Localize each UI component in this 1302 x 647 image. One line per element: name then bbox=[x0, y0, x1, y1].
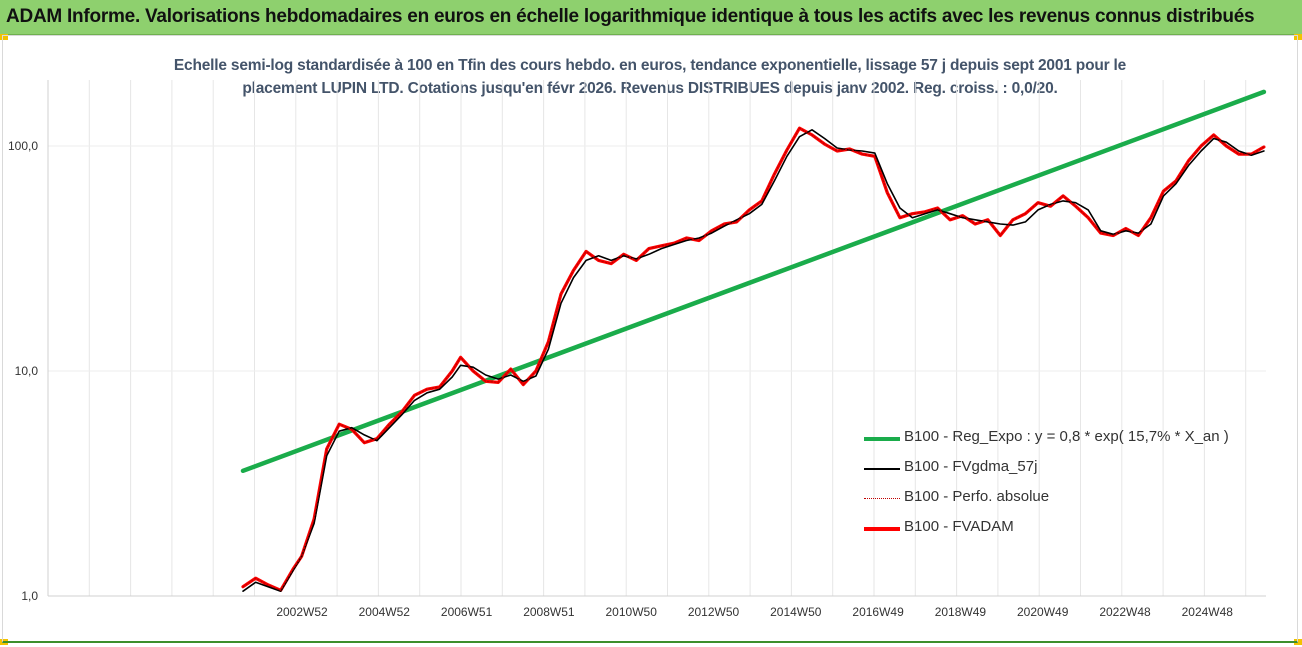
legend-swatch-green-line bbox=[864, 437, 900, 441]
y-tick-label: 100,0 bbox=[8, 139, 38, 153]
legend-item-perfo: B100 - Perfo. absolue bbox=[864, 488, 1264, 518]
x-tick-label: 2004W52 bbox=[359, 605, 411, 619]
corner-marker-top-right bbox=[1294, 34, 1302, 40]
x-tick-label: 2022W48 bbox=[1099, 605, 1151, 619]
x-tick-label: 2024W48 bbox=[1182, 605, 1234, 619]
corner-marker-top-left bbox=[0, 34, 8, 40]
title-banner: ADAM Informe. Valorisations hebdomadaire… bbox=[0, 0, 1302, 35]
legend-label-perfo: B100 - Perfo. absolue bbox=[904, 488, 1050, 505]
series-line-darkred-dotted bbox=[242, 127, 1265, 591]
series-line-green-thick bbox=[240, 89, 1267, 474]
chart-subtitle-line-2: placement LUPIN LTD. Cotations jusqu'en … bbox=[242, 80, 1058, 97]
x-tick-label: 2008W51 bbox=[523, 605, 575, 619]
legend-swatch-black-line bbox=[864, 468, 900, 470]
page-title: ADAM Informe. Valorisations hebdomadaire… bbox=[6, 6, 1255, 27]
y-axis-ticks: 1,0 10,0 100,0 bbox=[8, 139, 38, 603]
x-tick-label: 2010W50 bbox=[606, 605, 658, 619]
legend-swatch-dotted-line bbox=[864, 498, 900, 499]
legend-item-fvgdma: B100 - FVgdma_57j bbox=[864, 458, 1264, 488]
corner-marker-bottom-right bbox=[1294, 639, 1302, 645]
x-tick-label: 2018W49 bbox=[935, 605, 987, 619]
chart-subtitle: Echelle semi-log standardisée à 100 en T… bbox=[150, 54, 1150, 100]
legend-label-fvadam: B100 - FVADAM bbox=[904, 518, 1014, 535]
y-tick-label: 10,0 bbox=[15, 364, 39, 378]
x-tick-label: 2014W50 bbox=[770, 605, 822, 619]
x-tick-label: 2002W52 bbox=[276, 605, 328, 619]
legend-label-regression: B100 - Reg_Expo : y = 0,8 * exp( 15,7% *… bbox=[904, 428, 1229, 445]
x-tick-label: 2006W51 bbox=[441, 605, 493, 619]
legend-item-fvadam: B100 - FVADAM bbox=[864, 518, 1264, 548]
series-layer bbox=[240, 89, 1267, 593]
legend-item-regression: B100 - Reg_Expo : y = 0,8 * exp( 15,7% *… bbox=[864, 428, 1264, 458]
legend-swatch-red-line bbox=[864, 527, 900, 531]
chart-subtitle-line-1: Echelle semi-log standardisée à 100 en T… bbox=[173, 57, 1127, 74]
chart-legend: B100 - Reg_Expo : y = 0,8 * exp( 15,7% *… bbox=[864, 428, 1264, 548]
x-tick-label: 2020W49 bbox=[1017, 605, 1069, 619]
legend-label-fvgdma: B100 - FVgdma_57j bbox=[904, 458, 1038, 475]
y-tick-label: 1,0 bbox=[21, 589, 38, 603]
x-axis-ticks: 2002W52 2004W52 2006W51 2008W51 2010W50 2012W… bbox=[276, 605, 1233, 619]
chart-area bbox=[2, 35, 1298, 643]
series-line-black-thin bbox=[242, 129, 1265, 593]
x-tick-label: 2016W49 bbox=[852, 605, 904, 619]
x-tick-label: 2012W50 bbox=[688, 605, 740, 619]
